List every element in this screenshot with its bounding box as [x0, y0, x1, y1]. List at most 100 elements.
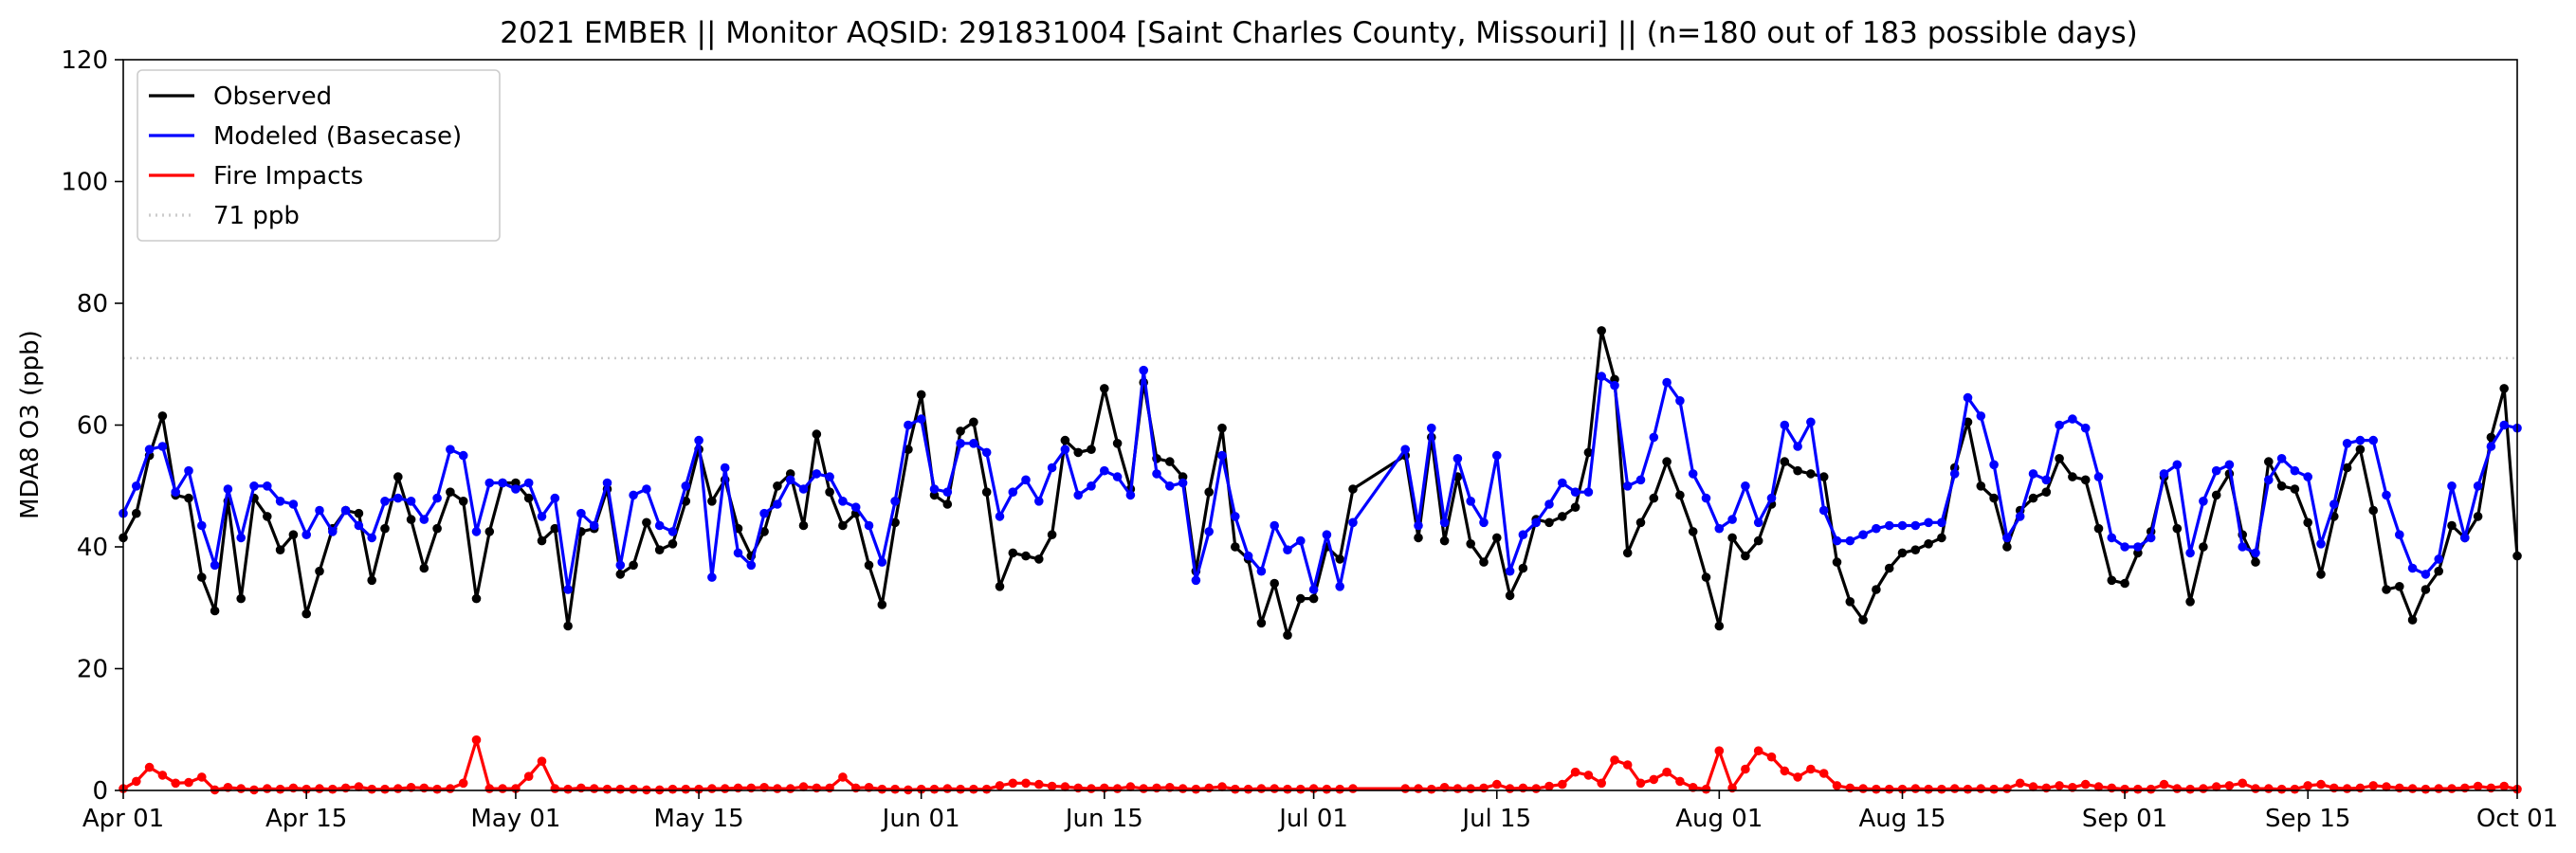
data-point: [1675, 776, 1685, 787]
data-point: [210, 560, 220, 571]
data-point: [1531, 784, 1541, 793]
data-point: [1701, 572, 1711, 582]
data-point: [157, 411, 168, 421]
data-point: [1976, 411, 1986, 421]
data-point: [2251, 548, 2260, 558]
data-point: [2276, 481, 2287, 491]
data-point: [2224, 460, 2235, 470]
data-point: [132, 776, 141, 787]
data-point: [1034, 497, 1044, 506]
data-point: [667, 539, 678, 549]
data-point: [1701, 493, 1711, 503]
data-point: [1597, 778, 1606, 789]
data-point: [1204, 487, 1214, 497]
data-point: [2407, 615, 2418, 625]
data-point: [1818, 769, 1829, 778]
data-point: [1858, 615, 1868, 625]
data-point: [1492, 533, 1502, 543]
data-point: [1348, 784, 1358, 793]
data-point: [1256, 566, 1267, 576]
data-point: [1937, 533, 1946, 543]
data-point: [1008, 487, 1018, 497]
y-tick-label: 120: [61, 46, 108, 75]
data-point: [1152, 469, 1161, 479]
data-point: [2185, 784, 2195, 794]
data-point: [2290, 484, 2300, 494]
data-point: [1087, 445, 1096, 455]
data-point: [1021, 551, 1031, 561]
data-point: [236, 593, 246, 604]
data-point: [1296, 784, 1306, 794]
data-point: [354, 508, 364, 518]
data-point: [1047, 530, 1057, 539]
data-point: [2473, 781, 2483, 791]
data-point: [1662, 457, 1672, 466]
data-point: [1047, 781, 1057, 791]
data-point: [1832, 557, 1842, 567]
data-point: [1806, 469, 1816, 479]
y-tick-label: 40: [77, 534, 108, 562]
data-point: [1924, 784, 1933, 794]
data-point: [1479, 517, 1489, 528]
data-point: [2329, 499, 2339, 509]
data-point: [850, 502, 861, 512]
data-point: [223, 484, 233, 494]
data-point: [2395, 582, 2404, 591]
data-point: [301, 530, 312, 539]
data-point: [1191, 784, 1201, 794]
data-point: [223, 783, 233, 792]
data-point: [995, 781, 1005, 790]
data-point: [249, 481, 259, 491]
data-point: [942, 487, 953, 497]
data-point: [602, 478, 612, 488]
data-point: [550, 523, 560, 534]
data-point: [2368, 781, 2378, 790]
data-point: [864, 560, 874, 571]
data-point: [759, 508, 769, 518]
data-point: [1283, 545, 1292, 554]
data-point: [667, 527, 678, 536]
data-point: [1112, 439, 1123, 448]
data-point: [1414, 784, 1423, 793]
data-point: [1741, 764, 1750, 774]
data-point: [1008, 548, 1018, 558]
data-point: [1937, 784, 1946, 794]
data-point: [2199, 497, 2208, 506]
data-point: [1570, 487, 1580, 497]
data-point: [2133, 784, 2143, 794]
data-point: [2068, 783, 2077, 792]
data-point: [2355, 435, 2366, 445]
data-point: [2486, 432, 2496, 443]
data-point: [1296, 593, 1306, 604]
data-point: [981, 447, 992, 458]
data-point: [589, 520, 599, 531]
data-point: [956, 439, 965, 448]
data-point: [773, 784, 782, 793]
data-point: [2107, 575, 2117, 586]
data-point: [2120, 784, 2129, 794]
y-tick-label: 100: [61, 169, 108, 197]
data-point: [1439, 517, 1450, 528]
data-point: [773, 499, 782, 509]
x-tick-label: Aug 01: [1675, 805, 1763, 833]
data-point: [2316, 570, 2326, 579]
data-point: [471, 527, 482, 536]
data-point: [642, 517, 651, 528]
data-point: [1688, 469, 1698, 479]
data-point: [1034, 554, 1044, 564]
data-point: [471, 735, 482, 745]
data-point: [838, 772, 848, 782]
data-point: [2486, 442, 2496, 451]
data-point: [1256, 618, 1267, 628]
data-point: [825, 472, 834, 481]
data-point: [2055, 454, 2064, 463]
data-point: [367, 784, 377, 794]
x-tick-label: Apr 15: [265, 805, 347, 833]
data-point: [2382, 782, 2391, 791]
data-point: [694, 435, 703, 445]
data-point: [629, 784, 638, 794]
data-point: [1675, 490, 1685, 500]
y-tick-label: 60: [77, 412, 108, 441]
data-point: [2473, 512, 2483, 521]
data-point: [511, 484, 521, 494]
